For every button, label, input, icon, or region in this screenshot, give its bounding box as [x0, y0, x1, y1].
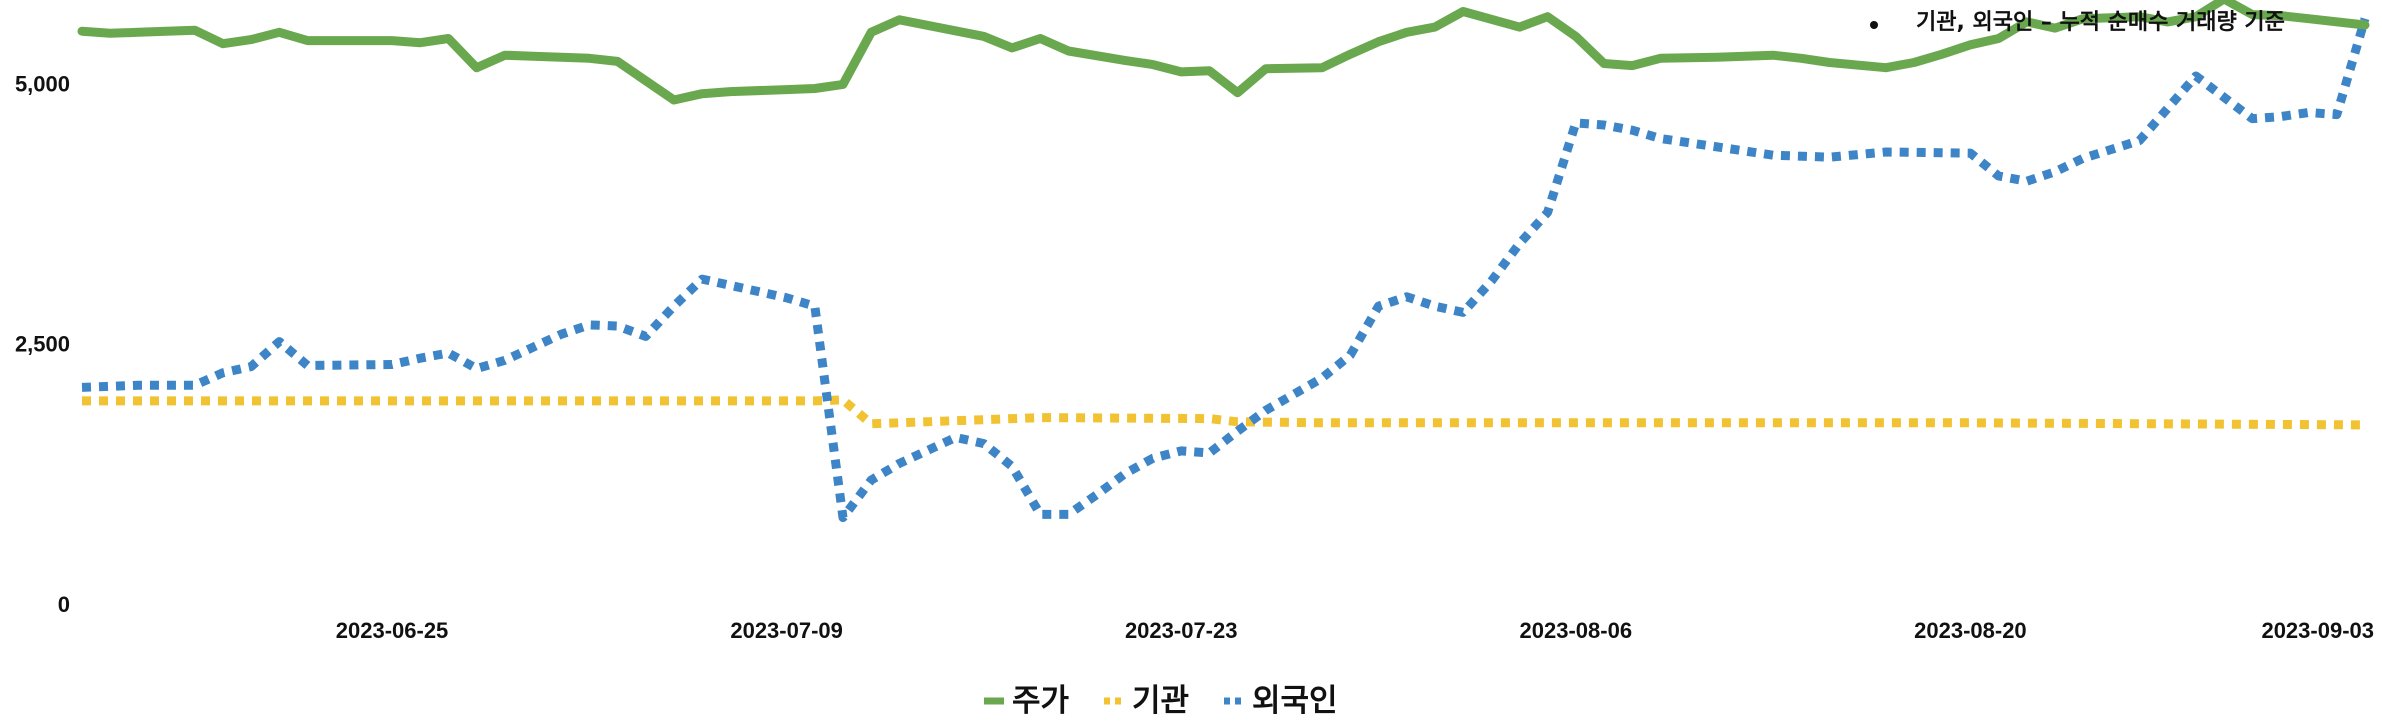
series-line-foreign: [81, 17, 2370, 523]
y-tick-label: 5,000: [15, 71, 70, 96]
series-line-price: [77, 0, 2370, 105]
legend-item: 주가: [984, 683, 1070, 719]
x-tick-label: 2023-08-06: [1520, 618, 1633, 643]
y-axis-tick-labels: 0 2,500 5,000: [15, 71, 70, 617]
x-tick-label: 2023-07-23: [1125, 618, 1238, 643]
x-tick-label: 2023-06-25: [336, 618, 449, 643]
series-line-institution: [82, 395, 2366, 430]
annotation: 기관, 외국인 – 누적 순매수 거래량 기준: [1870, 10, 2285, 35]
annotation-text: 기관, 외국인 – 누적 순매수 거래량 기준: [1916, 10, 2285, 35]
x-tick-label: 2023-07-09: [730, 618, 843, 643]
x-tick-label: 2023-08-20: [1914, 618, 2027, 643]
legend-label: 주가: [1012, 683, 1070, 719]
x-tick-label: 2023-09-03: [2261, 618, 2374, 643]
series-lines: [77, 0, 2370, 523]
y-tick-label: 2,500: [15, 332, 70, 357]
legend-item: 외국인: [1224, 683, 1338, 719]
y-tick-label: 0: [58, 592, 70, 617]
legend-label: 외국인: [1252, 683, 1338, 719]
legend-label: 기관: [1132, 683, 1189, 719]
annotation-bullet: [1870, 21, 1878, 29]
legend: 주가 기관 외국인: [984, 683, 1338, 719]
legend-item: 기관: [1104, 683, 1189, 719]
x-axis-tick-labels: 2023-06-25 2023-07-09 2023-07-23 2023-08-06…: [336, 618, 2374, 643]
